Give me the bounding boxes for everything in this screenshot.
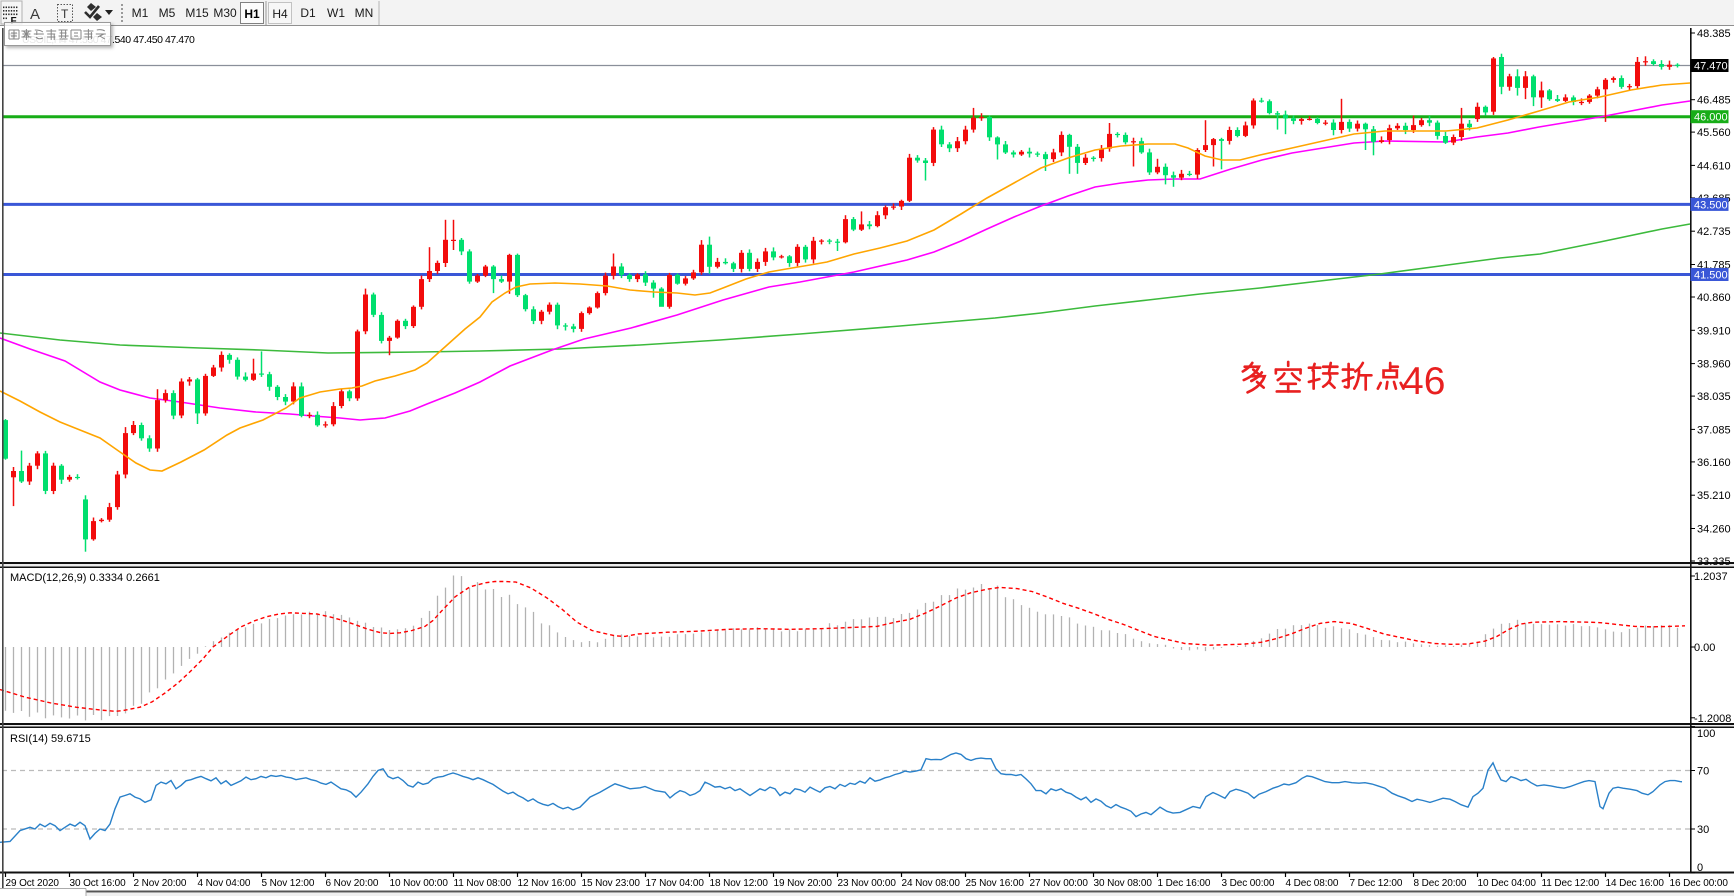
svg-text:46: 46: [1402, 360, 1445, 403]
svg-text:11 Dec 12:00: 11 Dec 12:00: [1542, 878, 1600, 889]
svg-text:3 Dec 00:00: 3 Dec 00:00: [1222, 878, 1275, 889]
svg-text:0.00: 0.00: [1694, 642, 1715, 654]
svg-text:11 Nov 08:00: 11 Nov 08:00: [454, 878, 512, 889]
svg-text:A: A: [30, 6, 40, 23]
svg-text:0: 0: [1697, 862, 1703, 874]
svg-text:14 Dec 16:00: 14 Dec 16:00: [1606, 878, 1665, 889]
svg-text:7 Dec 12:00: 7 Dec 12:00: [1350, 878, 1403, 889]
svg-text:6 Nov 20:00: 6 Nov 20:00: [326, 878, 379, 889]
svg-text:30 Nov 08:00: 30 Nov 08:00: [1094, 878, 1153, 889]
svg-text:30 Oct 16:00: 30 Oct 16:00: [70, 878, 127, 889]
svg-text:70: 70: [1697, 766, 1709, 778]
svg-text:38.960: 38.960: [1697, 359, 1731, 371]
svg-text:45.560: 45.560: [1697, 127, 1731, 139]
svg-text:47.470: 47.470: [1694, 61, 1728, 73]
svg-text:T: T: [61, 7, 69, 21]
svg-text:10 Nov 00:00: 10 Nov 00:00: [390, 878, 449, 889]
svg-text:-1.2008: -1.2008: [1694, 713, 1731, 725]
svg-text:RSI(14) 59.6715: RSI(14) 59.6715: [10, 733, 91, 745]
svg-text:33.335: 33.335: [1697, 556, 1731, 568]
svg-text:23 Nov 00:00: 23 Nov 00:00: [838, 878, 897, 889]
svg-text:46.000: 46.000: [1694, 112, 1728, 124]
svg-text:1.2037: 1.2037: [1694, 571, 1728, 583]
svg-text:36.160: 36.160: [1697, 457, 1731, 469]
svg-text:16 Dec 00:00: 16 Dec 00:00: [1670, 878, 1729, 889]
svg-text:43.500: 43.500: [1694, 199, 1728, 211]
svg-text:30: 30: [1697, 824, 1709, 836]
svg-text:F: F: [11, 16, 17, 26]
svg-text:39.910: 39.910: [1697, 325, 1731, 337]
svg-text:38.035: 38.035: [1697, 391, 1731, 403]
svg-text:2 Nov 20:00: 2 Nov 20:00: [134, 878, 187, 889]
svg-text:MACD(12,26,9) 0.3334 0.2661: MACD(12,26,9) 0.3334 0.2661: [10, 572, 160, 584]
svg-text:29 Oct 2020: 29 Oct 2020: [6, 878, 60, 889]
svg-text:42.735: 42.735: [1697, 226, 1731, 238]
svg-text:12 Nov 16:00: 12 Nov 16:00: [518, 878, 577, 889]
svg-text:10 Dec 04:00: 10 Dec 04:00: [1478, 878, 1537, 889]
svg-text:5 Nov 12:00: 5 Nov 12:00: [262, 878, 315, 889]
svg-text:25 Nov 16:00: 25 Nov 16:00: [966, 878, 1025, 889]
svg-text:35.210: 35.210: [1697, 490, 1731, 502]
svg-text:41.500: 41.500: [1694, 270, 1728, 282]
svg-text:24 Nov 08:00: 24 Nov 08:00: [902, 878, 961, 889]
svg-text:37.085: 37.085: [1697, 424, 1731, 436]
svg-text:8 Dec 20:00: 8 Dec 20:00: [1414, 878, 1467, 889]
svg-text:4 Dec 08:00: 4 Dec 08:00: [1286, 878, 1339, 889]
svg-text:27 Nov 00:00: 27 Nov 00:00: [1030, 878, 1089, 889]
svg-text:.540 47.450 47.470: .540 47.450 47.470: [112, 34, 195, 46]
svg-text:40.860: 40.860: [1697, 292, 1731, 304]
svg-text:15 Nov 23:00: 15 Nov 23:00: [582, 878, 641, 889]
svg-text:19 Nov 20:00: 19 Nov 20:00: [774, 878, 833, 889]
svg-text:46.485: 46.485: [1697, 95, 1731, 107]
svg-text:100: 100: [1697, 728, 1715, 740]
svg-text:18 Nov 12:00: 18 Nov 12:00: [710, 878, 769, 889]
svg-text:48.385: 48.385: [1697, 28, 1731, 40]
svg-text:34.260: 34.260: [1697, 524, 1731, 536]
svg-text:1 Dec 16:00: 1 Dec 16:00: [1158, 878, 1211, 889]
svg-text:17 Nov 04:00: 17 Nov 04:00: [646, 878, 705, 889]
svg-text:4 Nov 04:00: 4 Nov 04:00: [198, 878, 251, 889]
svg-text:44.610: 44.610: [1697, 160, 1731, 172]
